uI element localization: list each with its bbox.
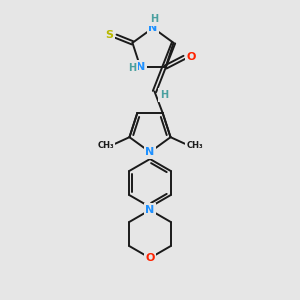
Text: O: O [145, 253, 155, 263]
Text: S: S [105, 30, 113, 40]
Text: N: N [148, 23, 158, 33]
Text: N: N [136, 62, 145, 72]
Text: H: H [128, 64, 136, 74]
Text: N: N [146, 147, 154, 157]
Text: CH₃: CH₃ [97, 141, 114, 150]
Text: O: O [186, 52, 196, 62]
Text: N: N [146, 205, 154, 215]
Text: H: H [150, 14, 159, 25]
Text: H: H [160, 90, 168, 100]
Text: CH₃: CH₃ [186, 141, 203, 150]
